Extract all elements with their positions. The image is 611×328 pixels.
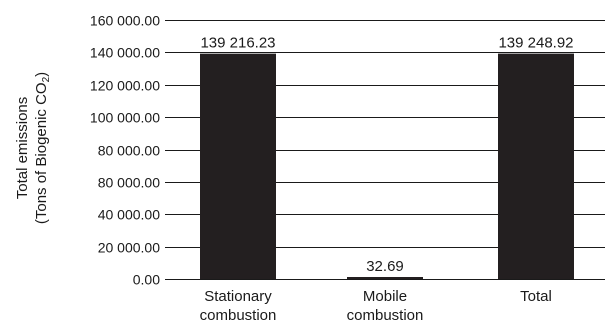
bar [498, 53, 574, 280]
category-labels: Stationary combustion Mobile combustion Tota… [200, 288, 552, 324]
data-label: 32.69 [366, 258, 404, 275]
y-axis-title-line1: Total emissions [14, 97, 31, 200]
data-label: 139 248.92 [498, 35, 573, 52]
y-axis-title: Total emissions (Tons of Biogenic CO2) [14, 72, 52, 224]
x-tick-label: combustion [347, 307, 424, 324]
x-tick-label: Mobile [363, 288, 407, 305]
y-tick-label: 140 000.00 [90, 45, 160, 61]
y-tick-label: 20 000.00 [98, 240, 160, 256]
y-tick-label: 40 000.00 [98, 207, 160, 223]
y-tick-label: 100 000.00 [90, 110, 160, 126]
y-tick-label: 80 000.00 [98, 143, 160, 159]
y-tick-label: 80 000.00 [98, 175, 160, 191]
y-tick-label: 0.00 [133, 272, 160, 288]
x-tick-label: Total [520, 288, 552, 305]
bars [200, 53, 574, 280]
y-axis-ticks: 0.00 20 000.00 40 000.00 80 000.00 80 000.00… [90, 13, 160, 288]
y-tick-label: 120 000.00 [90, 78, 160, 94]
y-tick-label: 160 000.00 [90, 13, 160, 29]
x-tick-label: Stationary [204, 288, 272, 305]
data-label: 139 216.23 [200, 35, 275, 52]
y-axis-title-line2: (Tons of Biogenic CO2) [33, 72, 52, 224]
x-tick-label: combustion [200, 307, 277, 324]
bar [200, 53, 276, 280]
data-labels: 139 216.23 32.69 139 248.92 [200, 35, 573, 275]
bar [347, 277, 423, 279]
